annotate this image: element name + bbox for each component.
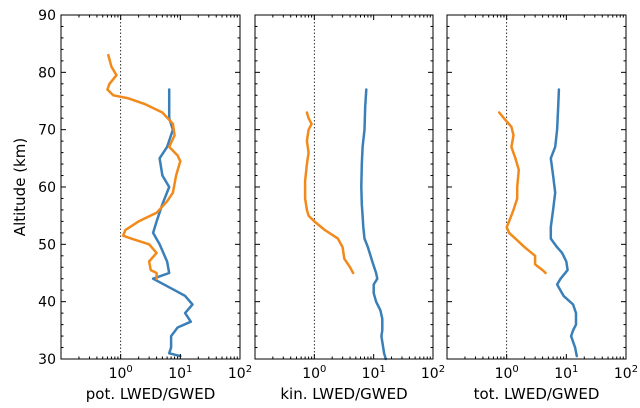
y-tick-label: 70 <box>38 123 56 139</box>
series-line-orange <box>106 53 182 280</box>
x-tick-label: 100 <box>302 364 326 382</box>
y-tick-label: 50 <box>38 237 56 253</box>
y-axis-label: Altitude (km) <box>11 138 29 236</box>
y-tick-label: 30 <box>38 352 56 368</box>
y-tick-label: 80 <box>38 65 56 81</box>
series-line-blue <box>151 88 194 358</box>
x-tick-label: 102 <box>421 364 445 382</box>
y-axis-title: Altitude (km) <box>11 138 29 236</box>
x-tick-label: 102 <box>614 364 638 382</box>
panel-kin: 100 101 102 kin. LWED/GWED <box>254 14 445 403</box>
y-tick-label: 60 <box>38 180 56 196</box>
axes-frame <box>60 14 241 360</box>
y-tick-label: 90 <box>38 8 56 24</box>
x-tick-label: 101 <box>362 364 386 382</box>
series-line-orange <box>497 111 547 275</box>
series-line-blue <box>360 88 388 361</box>
x-tick-label: 101 <box>168 364 192 382</box>
y-tick-label: 40 <box>38 295 56 311</box>
x-tick-label: 100 <box>495 364 519 382</box>
x-axis-title: kin. LWED/GWED <box>280 385 407 403</box>
series-line-blue <box>549 88 579 358</box>
x-tick-label: 101 <box>554 364 578 382</box>
x-tick-label: 100 <box>109 364 133 382</box>
x-tick-label: 102 <box>228 364 252 382</box>
series-line-orange <box>303 111 355 275</box>
panel-tot: 100 101 102 tot. LWED/GWED <box>446 14 638 403</box>
x-axis-title: pot. LWED/GWED <box>86 385 216 403</box>
x-axis-title: tot. LWED/GWED <box>474 385 600 403</box>
panel-pot: 30 40 50 60 70 80 90 100 101 102 pot. LWED/GWED <box>38 8 252 403</box>
axes-frame <box>254 14 434 360</box>
axes-frame <box>446 14 627 360</box>
